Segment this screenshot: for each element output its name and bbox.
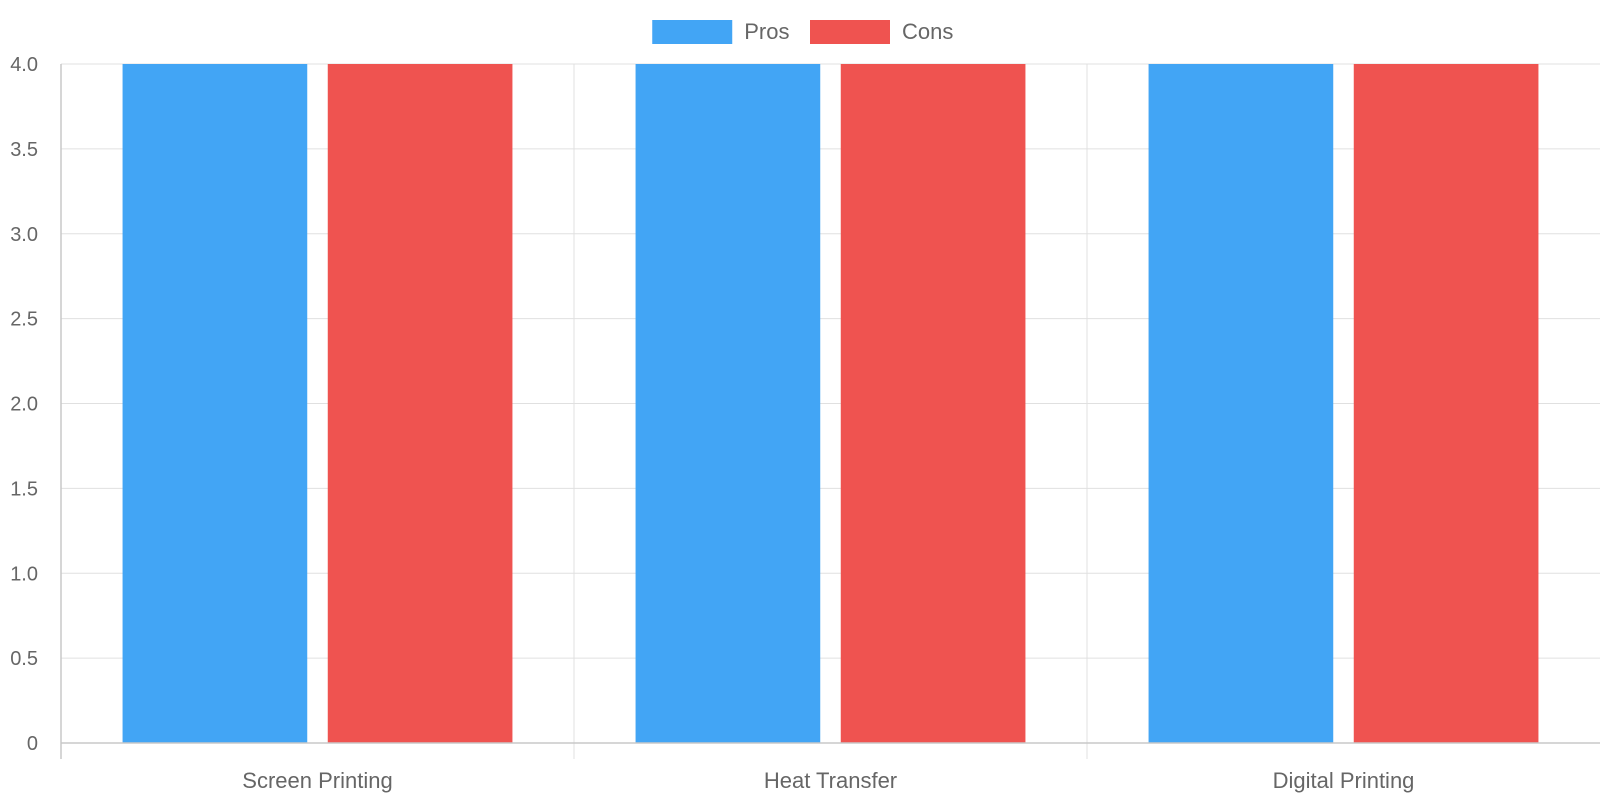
legend-item-pros[interactable]: Pros	[652, 19, 789, 44]
y-tick-label: 0	[27, 733, 38, 755]
legend-label: Cons	[902, 19, 953, 44]
x-tick-label: Digital Printing	[1273, 768, 1415, 793]
legend-label: Pros	[744, 19, 789, 44]
bar-pros-heat-transfer	[635, 64, 821, 743]
y-tick-label: 1.5	[10, 478, 38, 500]
y-tick-label: 2.5	[10, 309, 38, 331]
y-tick-label: 0.5	[10, 648, 38, 670]
bar-pros-digital-printing	[1148, 64, 1334, 743]
y-tick-label: 4.0	[10, 54, 38, 76]
bar-pros-screen-printing	[122, 64, 308, 743]
bars	[122, 64, 1539, 743]
axes	[60, 64, 1600, 759]
legend-swatch	[652, 20, 733, 44]
grid-lines	[61, 63, 1600, 759]
x-tick-labels: Screen Printing Heat Transfer Digital Prin…	[242, 768, 1414, 793]
legend-swatch	[810, 20, 890, 44]
y-tick-label: 2.0	[10, 394, 38, 416]
bar-cons-screen-printing	[327, 64, 513, 743]
legend: Pros Cons	[652, 19, 953, 44]
y-tick-labels: 0 0.5 1.0 1.5 2.0 2.5 3.0 3.5 4.0	[10, 54, 38, 755]
x-tick-label: Screen Printing	[242, 768, 392, 793]
legend-item-cons[interactable]: Cons	[810, 19, 953, 44]
bar-cons-digital-printing	[1353, 64, 1539, 743]
bar-cons-heat-transfer	[840, 64, 1026, 743]
y-tick-label: 3.0	[10, 224, 38, 246]
y-tick-label: 3.5	[10, 139, 38, 161]
y-tick-label: 1.0	[10, 563, 38, 585]
x-tick-label: Heat Transfer	[764, 768, 897, 793]
